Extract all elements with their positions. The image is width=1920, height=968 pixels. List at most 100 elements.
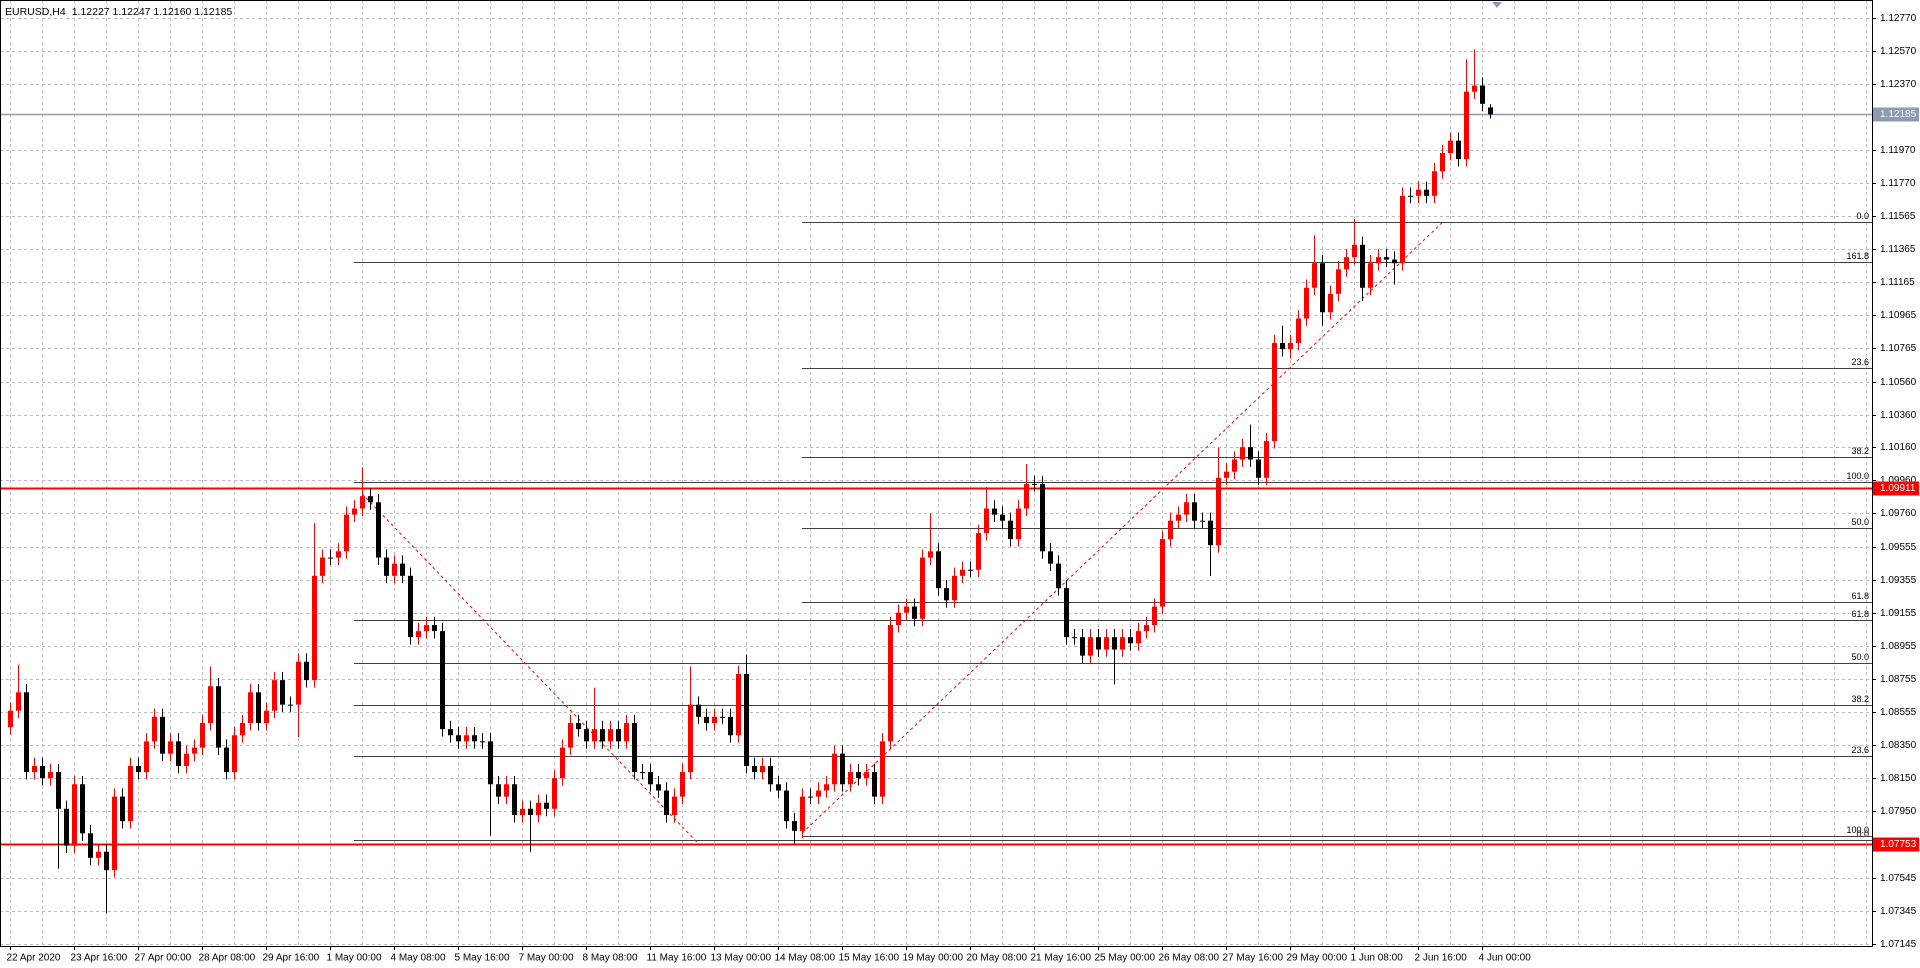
candle-body	[232, 735, 237, 773]
candle-body	[736, 674, 741, 736]
candle-body	[64, 808, 69, 846]
candle-body	[1464, 91, 1469, 160]
candle-body	[992, 508, 997, 515]
candle-body	[1224, 471, 1229, 478]
candle-body	[288, 704, 293, 706]
candle-body	[952, 575, 957, 601]
candle-body	[656, 784, 661, 791]
x-tick-label: 4 May 08:00	[391, 953, 446, 964]
candle-body	[280, 680, 285, 705]
y-tick-label: 1.09155	[1880, 608, 1917, 619]
candle-body	[304, 661, 309, 681]
candle-body	[184, 753, 189, 767]
candle-body	[1184, 502, 1189, 515]
y-tick-label: 1.07950	[1880, 806, 1917, 817]
candle-body	[1448, 140, 1453, 154]
x-tick-label: 8 May 08:00	[583, 953, 638, 964]
chart-header: EURUSD,H4 1.12227 1.12247 1.12160 1.12185	[5, 6, 232, 18]
fib-level-label: 0.0	[1856, 211, 1869, 221]
price-tag-label: 1.09911	[1880, 483, 1916, 494]
y-tick-label: 1.08555	[1880, 707, 1917, 718]
y-tick-label: 1.08150	[1880, 773, 1917, 784]
candle-body	[1160, 539, 1165, 607]
x-tick-label: 13 May 00:00	[711, 953, 772, 964]
candle-body	[616, 729, 621, 742]
candle-body	[1104, 637, 1109, 650]
candle-body	[1336, 269, 1341, 294]
x-tick-label: 20 May 08:00	[967, 953, 1028, 964]
candle-body	[56, 772, 61, 809]
price-tag-label: 1.12185	[1880, 109, 1917, 120]
candle-body	[1016, 508, 1021, 540]
candle-body	[1096, 637, 1101, 650]
x-tick-label: 28 Apr 08:00	[199, 953, 256, 964]
candle-body	[904, 606, 909, 613]
candle-body	[1008, 520, 1013, 540]
candle-body	[296, 661, 301, 705]
candle-body	[960, 569, 965, 576]
candle-body	[264, 710, 269, 724]
candle-body	[400, 563, 405, 576]
candle-body	[760, 766, 765, 773]
fib-level-label: 61.8	[1851, 591, 1869, 601]
candle-body	[1376, 257, 1381, 264]
y-tick-label: 1.10965	[1880, 310, 1917, 321]
candle-body	[224, 747, 229, 773]
candle-body	[536, 802, 541, 816]
candle-body	[120, 796, 125, 822]
candle-body	[632, 723, 637, 773]
candle-body	[112, 796, 117, 871]
candle-body	[1272, 343, 1277, 442]
x-tick-label: 19 May 00:00	[903, 953, 964, 964]
x-tick-label: 23 Apr 16:00	[71, 953, 128, 964]
y-tick-label: 1.08350	[1880, 740, 1917, 751]
y-tick-label: 1.12770	[1880, 13, 1917, 24]
candle-body	[448, 729, 453, 736]
x-tick-label: 14 May 08:00	[775, 953, 836, 964]
y-tick-label: 1.12370	[1880, 79, 1917, 90]
candle-body	[768, 766, 773, 785]
candle-body	[640, 772, 645, 774]
x-tick-label: 22 Apr 2020	[7, 953, 61, 964]
candle-body	[664, 790, 669, 816]
candle-body	[592, 729, 597, 742]
candle-body	[384, 557, 389, 576]
candle-body	[720, 716, 725, 718]
candle-body	[88, 833, 93, 858]
x-tick-label: 5 May 16:00	[455, 953, 510, 964]
candle-body	[48, 772, 53, 779]
candle-body	[856, 772, 861, 779]
candle-body	[672, 796, 677, 816]
candle-body	[128, 766, 133, 822]
candle-body	[552, 778, 557, 809]
fib-level-label: 23.6	[1851, 357, 1869, 367]
candle-body	[144, 741, 149, 773]
x-tick-label: 15 May 16:00	[839, 953, 900, 964]
candle-body	[248, 692, 253, 724]
candle-body	[104, 851, 109, 871]
candle-body	[1120, 637, 1125, 650]
candle-body	[896, 612, 901, 626]
candle-body	[360, 496, 365, 509]
candle-body	[568, 723, 573, 748]
x-tick-label: 25 May 00:00	[1095, 953, 1156, 964]
y-tick-label: 1.11770	[1880, 178, 1916, 189]
candle-body	[176, 741, 181, 767]
candle-body	[1488, 107, 1493, 115]
candle-body	[1288, 343, 1293, 350]
candle-body	[704, 716, 709, 724]
candle-body	[1424, 189, 1429, 196]
x-tick-label: 2 Jun 16:00	[1415, 953, 1468, 964]
candle-body	[456, 735, 461, 742]
candle-body	[600, 729, 605, 742]
candle-body	[680, 772, 685, 797]
candle-body	[808, 796, 813, 798]
candle-body	[624, 723, 629, 742]
candle-body	[488, 741, 493, 785]
candle-body	[1400, 195, 1405, 264]
candle-body	[1232, 459, 1237, 472]
candle-body	[912, 606, 917, 619]
candle-body	[1456, 140, 1461, 160]
